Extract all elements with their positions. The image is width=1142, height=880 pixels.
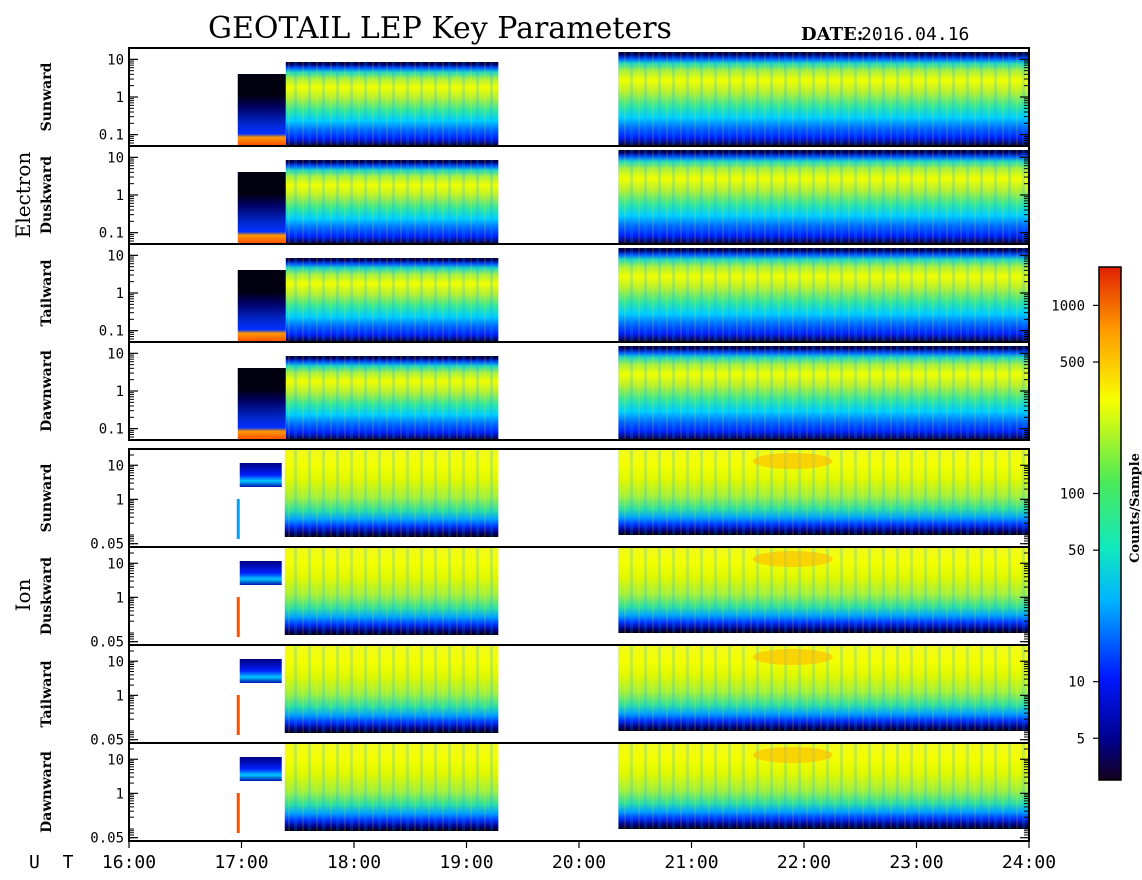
y-tick-label: 1 (116, 492, 124, 508)
panel-electron-duskward: 10 1 0.1 Duskward (39, 145, 1030, 245)
spectrogram-texture (285, 160, 499, 244)
y-tick-label: 0.1 (99, 226, 124, 242)
spectrogram-segment-early (237, 368, 286, 440)
x-tick-label: 16:00 (102, 852, 156, 873)
spectrogram-panels: 10 1 0.1 Sunward 10 1 0.1 Duskward 10 1 0.1 Tailwar… (39, 47, 1030, 847)
spectrogram-texture (618, 52, 1029, 146)
spectrogram-texture (285, 62, 499, 146)
spectrogram-texture (618, 150, 1029, 244)
panel-label: Sunward (39, 463, 55, 532)
spectrogram-texture (618, 248, 1029, 342)
colorbar-gradient (1098, 266, 1122, 781)
colorbar: Counts/Sample 1000 500 100 50 10 5 (1051, 266, 1142, 781)
y-tick-label: 0.1 (99, 128, 124, 144)
spectrogram-segment-early (239, 757, 282, 781)
panel-electron-tailward: 10 1 0.1 Tailward (39, 243, 1030, 343)
y-tick-label: 0.05 (90, 537, 124, 553)
y-tick-label: 1 (116, 590, 124, 606)
spectrogram-peak (752, 453, 833, 469)
spectrogram-segment-early (239, 561, 282, 585)
panel-label: Tailward (39, 259, 55, 326)
colorbar-tick-label: 10 (1068, 675, 1085, 691)
y-tick-label: 10 (107, 52, 124, 68)
y-tick-label: 1 (116, 688, 124, 704)
panel-ion-dawnward: 10 1 0.05 Dawnward (39, 742, 1030, 847)
y-tick-label: 0.1 (99, 324, 124, 340)
spectrogram-edge-mark (236, 793, 240, 833)
spectrogram-texture (284, 743, 499, 831)
y-tick-label: 1 (116, 188, 124, 204)
spectrogram-texture (618, 346, 1029, 440)
y-tick-label: 10 (107, 752, 124, 768)
panel-label: Dawnward (39, 350, 55, 432)
spectrogram-texture (284, 547, 499, 635)
y-tick-label: 0.05 (90, 635, 124, 651)
spectrogram-peak (752, 551, 833, 567)
x-tick-label: 19:00 (439, 852, 493, 873)
panel-label: Sunward (39, 62, 55, 131)
colorbar-tick-label: 5 (1077, 731, 1085, 747)
spectrogram-texture (284, 449, 499, 537)
x-axis-label: U T (29, 852, 80, 873)
spectrogram-edge-mark (236, 597, 240, 637)
spectrogram-texture (284, 645, 499, 733)
colorbar-tick-label: 1000 (1051, 298, 1085, 314)
colorbar-tick-label: 100 (1060, 487, 1085, 503)
y-tick-label: 0.1 (99, 422, 124, 438)
colorbar-label: Counts/Sample (1128, 453, 1142, 563)
panel-label: Dawnward (39, 751, 55, 833)
time-axis: U T 16:00 17:00 18:00 19:00 20:00 21:00 22:00 2… (29, 841, 1056, 873)
panel-label: Duskward (39, 156, 55, 234)
y-tick-label: 1 (116, 286, 124, 302)
figure-title: GEOTAIL LEP Key Parameters (208, 11, 672, 46)
y-tick-label: 1 (116, 786, 124, 802)
panel-label: Tailward (39, 660, 55, 727)
spectrogram-peak (752, 747, 833, 763)
spectrogram-texture (285, 258, 499, 342)
spectrogram-edge-mark (236, 499, 240, 539)
y-tick-label: 1 (116, 90, 124, 106)
x-tick-label: 20:00 (552, 852, 606, 873)
colorbar-tick-label: 500 (1060, 355, 1085, 371)
date-value: 2016.04.16 (861, 24, 969, 45)
spectrogram-segment-early (237, 74, 286, 146)
y-tick-label: 1 (116, 384, 124, 400)
y-tick-label: 10 (107, 556, 124, 572)
spectrogram-segment-early (237, 270, 286, 342)
x-tick-label: 18:00 (327, 852, 381, 873)
x-tick-label: 17:00 (214, 852, 268, 873)
spectrogram-segment-early (239, 659, 282, 683)
group-label-ion: Ion (11, 578, 35, 611)
x-tick-label: 21:00 (664, 852, 718, 873)
y-tick-label: 10 (107, 458, 124, 474)
y-tick-label: 0.05 (90, 831, 124, 847)
spectrogram-texture (285, 356, 499, 440)
panel-ion-duskward: 10 1 0.05 Duskward (39, 546, 1030, 651)
x-tick-label: 24:00 (1002, 852, 1056, 873)
x-tick-label: 23:00 (889, 852, 943, 873)
panel-label: Duskward (39, 557, 55, 635)
y-tick-label: 10 (107, 346, 124, 362)
y-tick-label: 10 (107, 150, 124, 166)
panel-ion-tailward: 10 1 0.05 Tailward (39, 644, 1030, 749)
date-label: DATE: (801, 24, 863, 45)
panel-ion-sunward: 10 1 0.05 Sunward (39, 448, 1030, 553)
spectrogram-segment-early (237, 172, 286, 244)
y-tick-label: 0.05 (90, 733, 124, 749)
colorbar-tick-label: 50 (1068, 543, 1085, 559)
panel-electron-sunward: 10 1 0.1 Sunward (39, 47, 1030, 147)
y-tick-label: 10 (107, 654, 124, 670)
panel-electron-dawnward: 10 1 0.1 Dawnward (39, 341, 1030, 441)
group-label-electron: Electron (11, 152, 35, 239)
y-tick-label: 10 (107, 248, 124, 264)
spectrogram-edge-mark (236, 695, 240, 735)
spectrogram-segment-early (239, 463, 282, 487)
spectrogram-peak (752, 649, 833, 665)
x-tick-label: 22:00 (777, 852, 831, 873)
